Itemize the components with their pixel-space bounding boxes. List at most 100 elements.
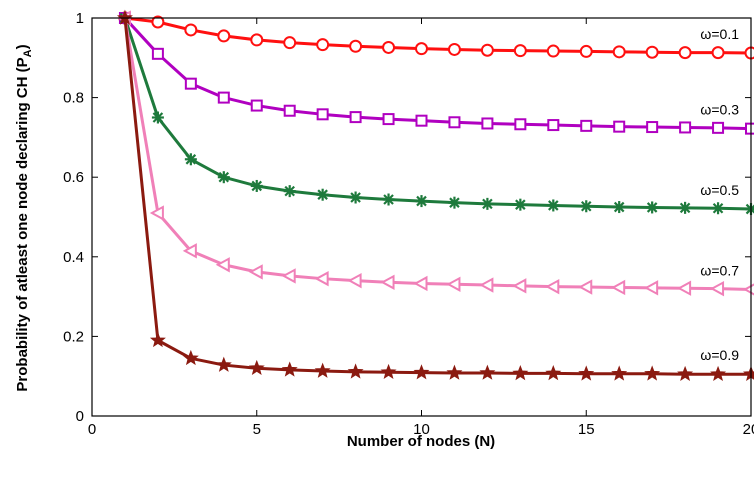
data-point-square bbox=[514, 118, 527, 131]
data-point-triangle bbox=[644, 280, 659, 296]
data-point-asterisk bbox=[481, 197, 494, 210]
data-point-star bbox=[446, 364, 463, 380]
data-point-square bbox=[745, 122, 754, 135]
data-point-asterisk bbox=[448, 196, 461, 209]
data-point-circle bbox=[415, 42, 428, 56]
data-point-star bbox=[644, 365, 661, 381]
series-group bbox=[116, 10, 754, 297]
data-point-square bbox=[349, 111, 362, 124]
data-point-square bbox=[481, 117, 494, 130]
data-point-star bbox=[710, 365, 727, 381]
data-point-star bbox=[116, 9, 133, 25]
data-point-circle bbox=[480, 43, 494, 57]
x-tick-label: 15 bbox=[578, 421, 595, 438]
data-point-circle bbox=[447, 42, 461, 56]
data-point-triangle bbox=[215, 257, 230, 273]
data-point-asterisk bbox=[613, 201, 626, 214]
series-label: ω=0.5 bbox=[700, 182, 739, 198]
data-point-circle bbox=[645, 45, 659, 59]
data-point-triangle bbox=[742, 283, 754, 296]
data-point-triangle bbox=[149, 205, 164, 221]
data-point-circle bbox=[349, 39, 363, 53]
x-tick-label: 5 bbox=[253, 421, 261, 438]
data-point-star bbox=[413, 364, 430, 380]
y-tick-label: 0.8 bbox=[63, 90, 84, 107]
data-point-star bbox=[677, 365, 694, 381]
data-point-star bbox=[182, 349, 199, 366]
data-point-circle bbox=[283, 36, 297, 50]
data-point-square bbox=[382, 113, 395, 126]
data-point-asterisk bbox=[349, 191, 362, 204]
data-point-asterisk bbox=[316, 188, 329, 201]
y-axis-label-main: Probability of atleast one node declarin… bbox=[14, 57, 31, 391]
y-axis-label-close: ) bbox=[14, 44, 31, 49]
data-point-asterisk bbox=[547, 199, 560, 212]
data-point-star bbox=[743, 365, 754, 381]
data-point-square bbox=[712, 121, 725, 134]
data-point-circle bbox=[513, 44, 527, 58]
data-point-asterisk bbox=[712, 202, 725, 215]
x-tick-label: 20 bbox=[743, 421, 754, 438]
y-axis-label: Probability of atleast one node declarin… bbox=[14, 44, 34, 391]
data-point-circle bbox=[316, 38, 330, 52]
data-point-asterisk bbox=[382, 193, 395, 206]
data-point-star bbox=[578, 365, 595, 381]
data-point-star bbox=[281, 361, 298, 377]
series-line bbox=[123, 17, 752, 291]
data-point-circle bbox=[250, 33, 264, 47]
data-point-circle bbox=[678, 46, 692, 60]
data-point-asterisk bbox=[580, 200, 593, 213]
data-point-triangle bbox=[479, 277, 494, 293]
y-tick-label: 1 bbox=[76, 10, 84, 27]
data-point-triangle bbox=[281, 268, 296, 284]
data-point-triangle bbox=[248, 264, 263, 280]
axis-ticks: 0 5 10 15 20 0 0.2 0.4 0.6 0.8 1 bbox=[63, 10, 754, 438]
data-point-triangle bbox=[347, 272, 362, 289]
series-group bbox=[118, 12, 754, 135]
data-point-square bbox=[283, 104, 296, 117]
data-point-square bbox=[613, 120, 626, 133]
data-point-square bbox=[679, 121, 692, 134]
data-point-asterisk bbox=[679, 201, 692, 214]
data-point-square bbox=[184, 77, 197, 90]
data-point-square bbox=[151, 47, 164, 60]
data-point-square bbox=[415, 114, 428, 127]
data-point-asterisk bbox=[151, 111, 164, 124]
y-axis-label-subscript: A bbox=[22, 49, 34, 57]
data-point-triangle bbox=[380, 274, 395, 290]
y-tick-label: 0 bbox=[76, 408, 84, 425]
data-point-asterisk bbox=[283, 185, 296, 198]
data-point-circle bbox=[612, 45, 626, 59]
data-point-square bbox=[448, 116, 461, 129]
data-point-star bbox=[611, 365, 628, 381]
series-label: ω=0.9 bbox=[700, 347, 739, 363]
y-tick-label: 0.2 bbox=[63, 328, 84, 345]
data-point-triangle bbox=[182, 243, 197, 259]
data-point-star bbox=[149, 331, 166, 348]
data-point-asterisk bbox=[415, 195, 428, 208]
data-point-square bbox=[580, 119, 593, 132]
data-point-triangle bbox=[446, 276, 461, 292]
y-tick-label: 0.6 bbox=[63, 169, 84, 186]
data-point-star bbox=[215, 356, 232, 372]
data-point-triangle bbox=[611, 279, 626, 296]
data-point-asterisk bbox=[250, 179, 263, 192]
data-point-star bbox=[314, 362, 331, 378]
series-line bbox=[123, 17, 752, 211]
series-label: ω=0.3 bbox=[700, 102, 739, 118]
data-point-star bbox=[545, 365, 562, 381]
data-point-circle bbox=[382, 40, 396, 54]
series-layer bbox=[116, 9, 754, 381]
series-line bbox=[123, 17, 751, 376]
data-point-circle bbox=[744, 46, 754, 60]
data-point-star bbox=[479, 364, 496, 380]
data-point-circle bbox=[579, 44, 593, 58]
data-point-star bbox=[512, 365, 529, 381]
data-point-circle bbox=[184, 23, 198, 37]
y-tick-label: 0.4 bbox=[63, 249, 84, 266]
data-point-circle bbox=[546, 44, 560, 58]
series-label: ω=0.7 bbox=[700, 262, 739, 278]
data-point-square bbox=[547, 119, 560, 132]
data-point-star bbox=[347, 363, 364, 379]
